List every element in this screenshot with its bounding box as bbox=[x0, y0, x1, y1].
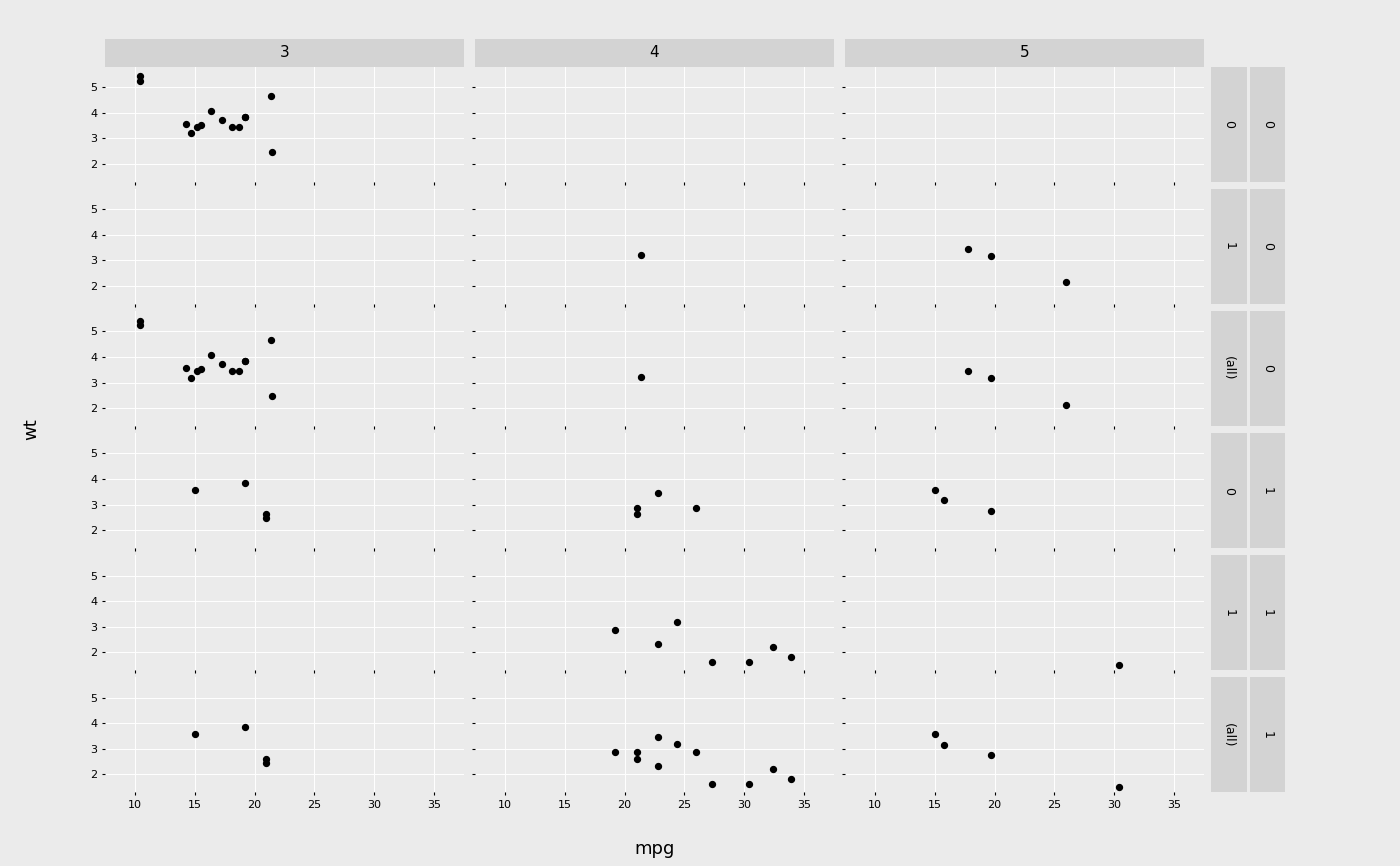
Point bbox=[924, 727, 946, 741]
Point bbox=[189, 362, 211, 376]
Point bbox=[200, 348, 223, 362]
Point bbox=[626, 745, 648, 759]
Point bbox=[1107, 780, 1130, 794]
Text: 0: 0 bbox=[1261, 242, 1274, 250]
Point bbox=[762, 762, 784, 776]
Text: 3: 3 bbox=[280, 45, 290, 61]
Point bbox=[647, 486, 669, 500]
Point bbox=[200, 104, 223, 118]
Text: 1: 1 bbox=[1261, 609, 1274, 617]
Point bbox=[780, 650, 802, 663]
Point bbox=[175, 117, 197, 131]
Point bbox=[1056, 275, 1078, 289]
Point bbox=[234, 721, 256, 734]
Point bbox=[260, 89, 283, 103]
Point bbox=[647, 730, 669, 744]
Point bbox=[701, 778, 724, 792]
Point bbox=[924, 483, 946, 497]
Point bbox=[603, 623, 626, 637]
Point bbox=[980, 372, 1002, 385]
Point bbox=[221, 364, 244, 378]
Point bbox=[234, 476, 256, 490]
Point bbox=[129, 318, 151, 332]
Point bbox=[630, 248, 652, 262]
Point bbox=[181, 126, 203, 140]
Text: 0: 0 bbox=[1261, 365, 1274, 372]
Point bbox=[666, 615, 689, 629]
Point bbox=[186, 120, 209, 134]
Text: 5: 5 bbox=[1019, 45, 1029, 61]
Point bbox=[647, 637, 669, 651]
Point bbox=[234, 110, 256, 124]
Text: 1: 1 bbox=[1222, 609, 1235, 617]
Point bbox=[211, 113, 234, 126]
Point bbox=[175, 361, 197, 375]
Text: 0: 0 bbox=[1261, 120, 1274, 128]
Point bbox=[181, 371, 203, 385]
Point bbox=[738, 656, 760, 669]
Text: 1: 1 bbox=[1222, 242, 1235, 250]
Text: 1: 1 bbox=[1261, 731, 1274, 739]
Point bbox=[255, 756, 277, 770]
Point bbox=[129, 69, 151, 83]
Point bbox=[685, 501, 707, 514]
Point bbox=[234, 110, 256, 124]
Point bbox=[255, 752, 277, 766]
Point bbox=[958, 365, 980, 378]
Point bbox=[762, 640, 784, 654]
Point bbox=[228, 365, 251, 378]
Text: (all): (all) bbox=[1222, 722, 1235, 747]
Point bbox=[685, 745, 707, 759]
Point bbox=[980, 504, 1002, 518]
Point bbox=[980, 748, 1002, 762]
Point bbox=[186, 365, 209, 378]
Point bbox=[603, 745, 626, 759]
Point bbox=[1056, 397, 1078, 411]
Point bbox=[228, 120, 251, 134]
Text: (all): (all) bbox=[1222, 356, 1235, 381]
Point bbox=[129, 313, 151, 327]
Point bbox=[260, 333, 283, 347]
Text: 4: 4 bbox=[650, 45, 659, 61]
Text: 0: 0 bbox=[1222, 120, 1235, 128]
Point bbox=[262, 390, 284, 404]
Point bbox=[780, 772, 802, 785]
Point bbox=[980, 249, 1002, 263]
Point bbox=[701, 656, 724, 669]
Point bbox=[647, 759, 669, 773]
Text: mpg: mpg bbox=[634, 840, 675, 857]
Point bbox=[626, 501, 648, 514]
Point bbox=[234, 354, 256, 368]
Point bbox=[183, 483, 206, 497]
Point bbox=[255, 507, 277, 521]
Point bbox=[626, 752, 648, 766]
Point bbox=[738, 778, 760, 792]
Point bbox=[129, 74, 151, 87]
Point bbox=[221, 120, 244, 133]
Text: 0: 0 bbox=[1222, 487, 1235, 494]
Point bbox=[626, 507, 648, 521]
Point bbox=[666, 737, 689, 751]
Point bbox=[630, 370, 652, 384]
Point bbox=[255, 512, 277, 526]
Point bbox=[234, 354, 256, 368]
Point bbox=[262, 145, 284, 159]
Point bbox=[934, 738, 956, 752]
Point bbox=[183, 727, 206, 741]
Text: wt: wt bbox=[22, 418, 39, 441]
Point bbox=[934, 494, 956, 507]
Point bbox=[958, 242, 980, 256]
Text: 1: 1 bbox=[1261, 487, 1274, 494]
Point bbox=[1107, 658, 1130, 672]
Point bbox=[211, 357, 234, 371]
Point bbox=[189, 118, 211, 132]
